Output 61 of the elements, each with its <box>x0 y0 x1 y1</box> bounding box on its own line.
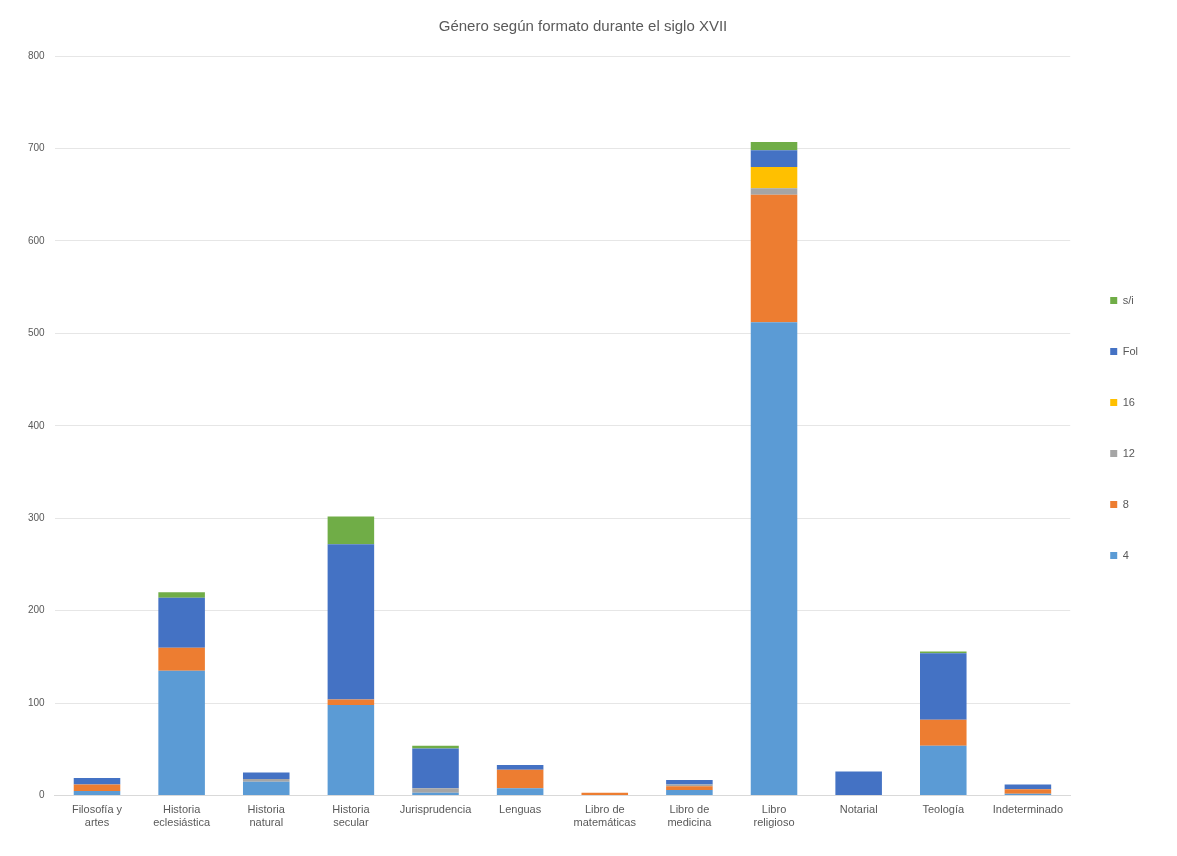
bar <box>666 779 713 785</box>
y-tick-label: 300 <box>28 512 46 523</box>
bar <box>750 166 798 189</box>
bar <box>327 699 375 705</box>
bar <box>1004 789 1052 794</box>
y-tick-label: 800 <box>28 49 46 61</box>
y-tick-label: 0 <box>39 789 46 801</box>
legend-label: Fol <box>1122 344 1138 357</box>
legend-label: 4 <box>1122 548 1129 561</box>
y-tick-label: 500 <box>28 327 46 339</box>
bar <box>158 592 205 598</box>
bar <box>242 778 290 782</box>
bar <box>666 790 713 796</box>
legend-label: 16 <box>1122 395 1135 408</box>
y-tick-label: 400 <box>28 419 46 431</box>
x-tick-label: Libro religioso <box>753 803 795 829</box>
x-tick-label: Jurisprudencia <box>399 803 473 816</box>
x-tick-label: Notarial <box>839 803 878 816</box>
bar <box>73 784 121 791</box>
x-tick-label: Historia secular <box>332 803 371 829</box>
y-tick-label: 600 <box>28 234 46 246</box>
bar <box>242 772 290 779</box>
bar <box>158 647 205 671</box>
legend-label: 8 <box>1122 497 1129 510</box>
bar <box>242 781 290 796</box>
x-tick-label: Lenguas <box>499 803 542 816</box>
x-tick-label: Teología <box>922 803 965 816</box>
x-tick-label: Filosofía y artes <box>71 803 123 829</box>
bar <box>73 778 121 785</box>
x-tick-label: Historia natural <box>247 803 286 829</box>
bar <box>750 150 798 167</box>
x-tick-label: Libro de matemáticas <box>573 803 637 829</box>
bar <box>920 719 967 746</box>
bar <box>835 771 882 796</box>
chart-title: Género según formato durante el siglo XVII <box>438 17 728 35</box>
bar <box>496 788 544 796</box>
bar <box>73 790 121 796</box>
bar <box>750 194 798 323</box>
bar <box>327 544 375 700</box>
bar <box>496 769 544 789</box>
legend-label: 12 <box>1122 446 1135 459</box>
bar <box>666 786 713 791</box>
bar <box>158 597 205 648</box>
bar <box>412 788 459 793</box>
x-tick-label: Indeterminado <box>992 803 1064 816</box>
bar <box>750 322 798 796</box>
bar <box>750 141 798 151</box>
y-tick-label: 200 <box>28 604 46 616</box>
bar <box>496 765 544 770</box>
x-tick-label: Historia eclesiástica <box>153 803 211 829</box>
bar <box>920 745 967 796</box>
y-tick-label: 700 <box>28 142 46 154</box>
bar <box>750 188 798 195</box>
bar <box>327 516 375 545</box>
y-tick-label: 100 <box>28 696 46 708</box>
legend-label: s/i <box>1122 293 1134 306</box>
bar <box>412 748 459 789</box>
bar <box>327 705 375 796</box>
bar <box>158 670 205 796</box>
x-tick-label: Libro de medicina <box>667 803 713 829</box>
bar <box>920 653 967 720</box>
